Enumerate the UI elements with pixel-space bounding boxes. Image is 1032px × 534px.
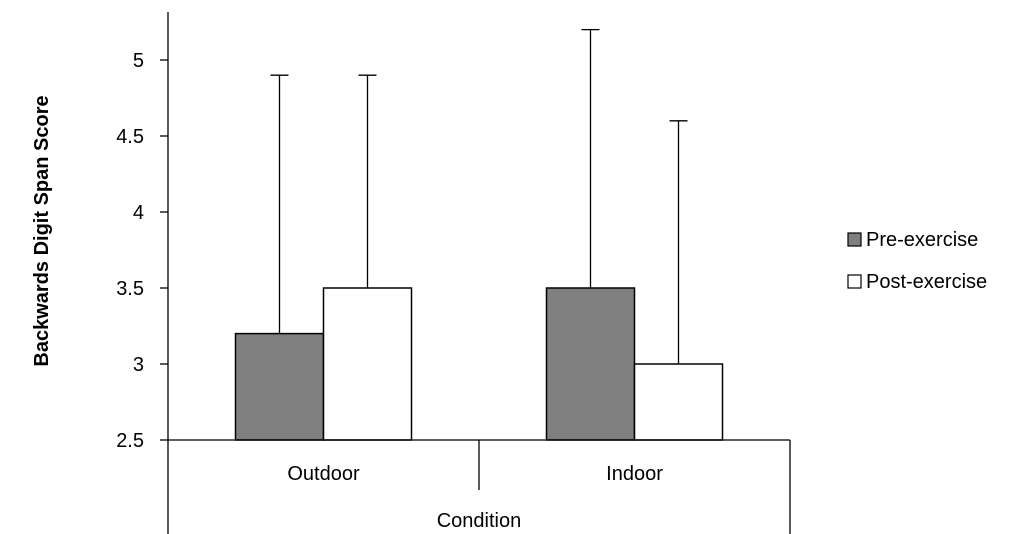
error-bar <box>581 28 600 288</box>
legend-label: Post-exercise <box>866 271 987 293</box>
y-tick-label: 2.5 <box>116 430 144 452</box>
legend-item-post-exercise: Post-exercise <box>847 271 987 293</box>
y-tick-label: 4 <box>133 202 144 224</box>
legend-swatch <box>847 274 862 289</box>
x-axis-title: Condition <box>437 510 522 532</box>
bar-pre-outdoor <box>234 332 325 441</box>
bar-post-indoor <box>633 363 724 441</box>
y-axis-title: Backwards Digit Span Score <box>31 95 53 366</box>
category-label-indoor: Indoor <box>606 463 663 485</box>
y-tick-label: 4.5 <box>116 126 144 148</box>
error-bar <box>270 74 289 334</box>
y-tick-label: 3.5 <box>116 278 144 300</box>
axes <box>167 12 791 534</box>
error-bar <box>669 120 688 364</box>
y-tick-label: 5 <box>133 50 144 72</box>
legend-swatch <box>847 232 862 247</box>
bar-pre-indoor <box>545 287 636 441</box>
error-bar <box>358 74 377 288</box>
category-label-outdoor: Outdoor <box>287 463 360 485</box>
legend: Pre-exercise Post-exercise <box>847 229 987 293</box>
legend-label: Pre-exercise <box>866 229 978 251</box>
legend-item-pre-exercise: Pre-exercise <box>847 229 978 251</box>
bars <box>234 287 724 441</box>
y-tick-label: 3 <box>133 354 144 376</box>
error-bars <box>270 28 688 364</box>
bar-post-outdoor <box>322 287 413 441</box>
category-labels: Outdoor Indoor <box>287 463 663 485</box>
y-axis-ticks: 2.5 3 3.5 4 4.5 5 <box>116 50 168 452</box>
